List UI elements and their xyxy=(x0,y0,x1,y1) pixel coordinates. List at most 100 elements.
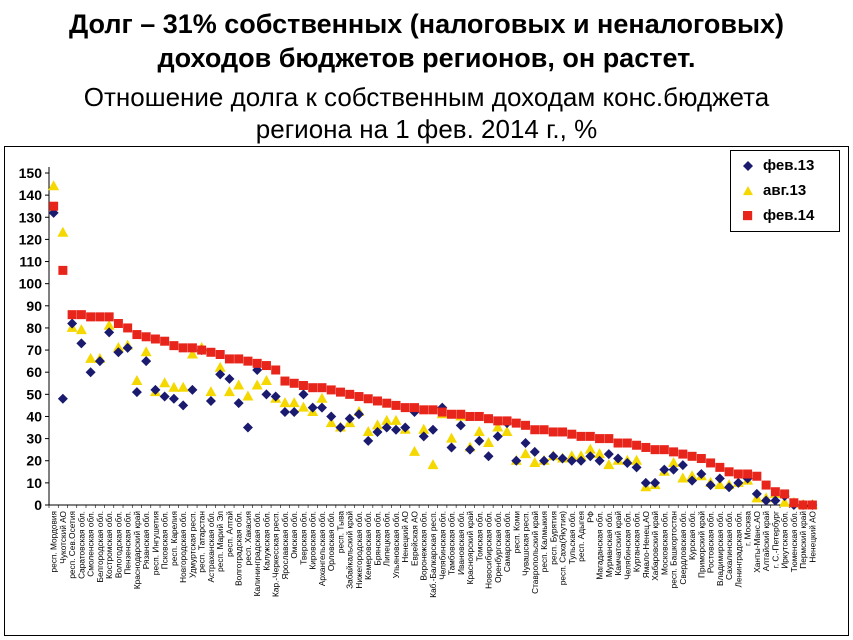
data-point-feb14 xyxy=(428,405,438,415)
data-point-feb14 xyxy=(511,418,521,428)
x-tick-label: Астраханская обл. xyxy=(206,511,216,582)
data-point-feb14 xyxy=(521,420,531,430)
data-point-aug13 xyxy=(483,437,495,448)
data-point-aug13 xyxy=(418,423,430,434)
data-point-feb13 xyxy=(298,389,309,400)
x-tick-label: Саратовская обл. xyxy=(76,511,86,579)
data-point-aug13 xyxy=(529,456,541,467)
data-point-feb13 xyxy=(178,400,189,411)
x-tick-label: Магаданская обл. xyxy=(595,511,605,580)
data-point-feb14 xyxy=(252,358,262,368)
data-point-feb13 xyxy=(215,369,226,380)
data-point-aug13 xyxy=(427,459,439,470)
data-point-feb13 xyxy=(428,424,438,435)
data-point-aug13 xyxy=(316,392,328,403)
data-point-feb13 xyxy=(613,453,624,464)
data-point-aug13 xyxy=(140,346,152,357)
data-point-feb14 xyxy=(132,330,142,340)
data-point-feb13 xyxy=(529,446,540,457)
data-point-aug13 xyxy=(390,414,402,425)
data-point-feb14 xyxy=(447,409,457,419)
x-tick-label: Тамбовская обл. xyxy=(447,511,457,575)
data-point-aug13 xyxy=(779,496,791,507)
x-tick-label: Липецкая обл. xyxy=(382,511,392,566)
y-tick-label: 50 xyxy=(26,386,42,402)
x-tick-label: Брянская обл. xyxy=(372,511,382,566)
data-point-feb14 xyxy=(502,416,512,426)
data-point-feb13 xyxy=(687,475,698,486)
data-point-aug13 xyxy=(103,319,115,330)
data-point-aug13 xyxy=(362,425,374,436)
data-point-feb14 xyxy=(271,365,281,375)
data-point-feb13 xyxy=(289,407,300,418)
legend-item-aug13: авг.13 xyxy=(737,182,837,200)
data-point-feb14 xyxy=(67,310,77,320)
x-tick-label: Калужская обл. xyxy=(261,511,271,571)
data-point-feb14 xyxy=(160,336,170,346)
data-point-feb14 xyxy=(613,438,623,448)
x-tick-label: Калининградская обл. xyxy=(252,511,262,596)
diamond-marker-icon xyxy=(743,161,753,171)
x-tick-label: Воронежская обл. xyxy=(419,511,429,581)
data-point-feb14 xyxy=(86,312,96,322)
x-tick-label: респ. Адыгея xyxy=(576,511,586,562)
data-point-feb13 xyxy=(594,455,605,466)
data-point-feb13 xyxy=(696,469,707,480)
x-tick-label: Смоленская обл. xyxy=(86,511,96,577)
x-tick-label: Пензенская обл. xyxy=(123,511,133,575)
data-point-feb13 xyxy=(668,464,679,475)
x-tick-label: Костромская обл. xyxy=(104,511,114,579)
data-point-feb13 xyxy=(353,409,364,420)
data-point-feb14 xyxy=(372,396,382,406)
data-point-feb14 xyxy=(474,411,484,421)
x-tick-label: Красноярский край xyxy=(465,511,475,585)
data-point-feb13 xyxy=(761,495,772,506)
data-point-aug13 xyxy=(520,448,532,459)
data-point-feb13 xyxy=(455,420,466,431)
data-point-aug13 xyxy=(186,348,198,359)
legend-label-aug13: авг.13 xyxy=(763,182,807,199)
data-point-feb14 xyxy=(197,345,207,355)
data-point-feb14 xyxy=(243,356,253,366)
x-tick-label: Пермский край xyxy=(798,511,808,569)
data-point-aug13 xyxy=(177,381,189,392)
data-point-feb13 xyxy=(390,424,401,435)
chart-area: 0 10 20 30 40 50 60 70 80 90 100 110 120 130 140 150 рес… xyxy=(4,146,849,636)
data-point-feb14 xyxy=(632,440,642,450)
x-tick-label: респ. Саха(Якутия) xyxy=(558,511,568,585)
y-tick-label: 130 xyxy=(19,209,43,225)
data-point-feb14 xyxy=(382,398,392,408)
data-point-feb14 xyxy=(58,265,68,275)
chart-legend: фев.13 авг.13 фев.14 xyxy=(730,150,840,232)
x-tick-label: респ. Марий Эл xyxy=(215,511,225,572)
chart-title-line1: Долг – 31% собственных (налоговых и нена… xyxy=(68,9,785,39)
x-tick-label: Камчатский край xyxy=(613,511,623,576)
data-point-feb14 xyxy=(76,310,86,320)
data-point-feb13 xyxy=(168,393,179,404)
data-point-feb13 xyxy=(279,407,290,418)
data-point-feb14 xyxy=(345,389,355,399)
data-point-feb13 xyxy=(576,455,587,466)
data-point-aug13 xyxy=(288,397,300,408)
data-point-feb14 xyxy=(234,354,244,364)
data-point-feb13 xyxy=(104,327,115,338)
data-point-feb14 xyxy=(548,427,558,437)
data-point-feb14 xyxy=(187,343,197,353)
data-point-feb14 xyxy=(743,469,753,479)
data-point-feb14 xyxy=(567,429,577,439)
data-point-feb14 xyxy=(761,480,771,490)
x-tick-label: г. Москва xyxy=(743,511,753,546)
data-point-feb14 xyxy=(456,409,466,419)
x-tick-label: Нижегородская обл. xyxy=(354,511,364,589)
data-point-feb13 xyxy=(548,451,559,462)
x-tick-label: Еврейская АО xyxy=(409,510,419,566)
x-tick-label: респ. Тыва xyxy=(335,511,345,553)
data-point-feb14 xyxy=(687,451,697,461)
data-point-feb14 xyxy=(308,383,318,393)
x-tick-label: Новгородская обл. xyxy=(178,511,188,583)
data-point-feb14 xyxy=(317,383,327,393)
x-tick-label: Омская обл. xyxy=(289,511,299,559)
data-point-feb14 xyxy=(752,471,762,481)
x-tick-label: респ. Карелия xyxy=(169,511,179,566)
data-point-aug13 xyxy=(214,361,226,372)
